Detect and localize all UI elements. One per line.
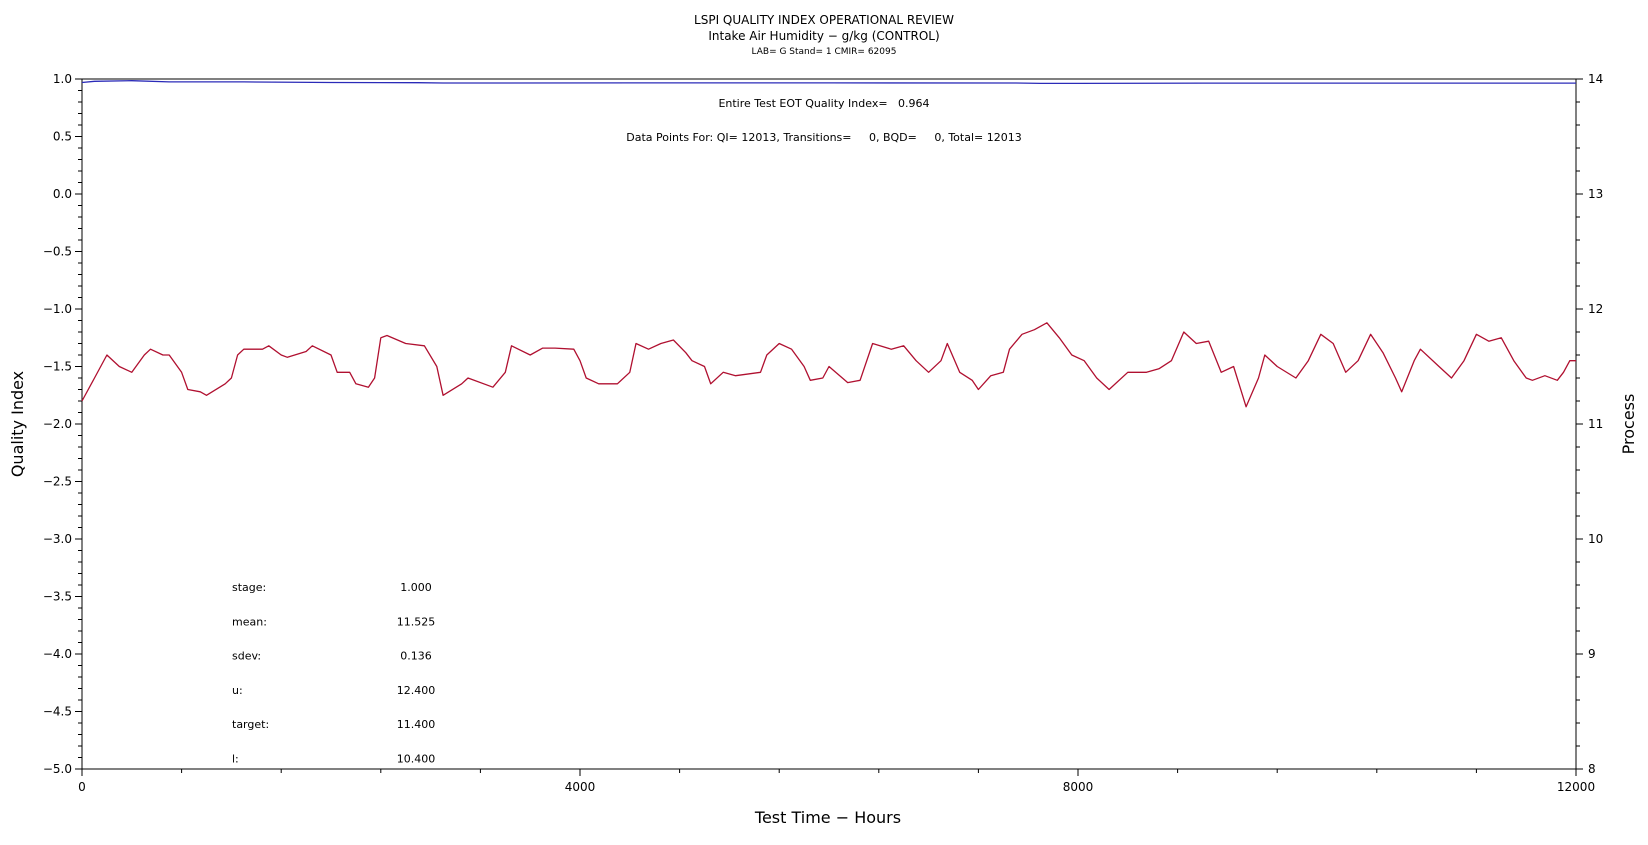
y-axis-left: 1.0 0.5 0.0 −0.5 −1.0 −1.5 −2.0 −2.5 −3.0 −3.5 −4.… (43, 72, 82, 776)
y-left-tick-label: −4.5 (43, 705, 72, 719)
y-left-tick-label: −5.0 (43, 762, 72, 776)
plot-frame (81, 78, 1577, 770)
chart-subsubtitle: LAB= G Stand= 1 CMIR= 62095 (752, 47, 897, 57)
stat-value: 11.400 (397, 718, 436, 731)
stat-value: 10.400 (397, 753, 436, 766)
y-axis-left-label: Quality Index (8, 371, 27, 477)
quality-index-series-line (81, 80, 1576, 85)
chart-title: LSPI QUALITY INDEX OPERATIONAL REVIEW (694, 13, 954, 27)
x-tick-label: 0 (78, 780, 86, 794)
stat-label: target: (232, 718, 269, 731)
stat-value: 12.400 (397, 684, 436, 697)
y-left-tick-label: 1.0 (53, 72, 72, 86)
y-right-tick-label: 14 (1588, 72, 1603, 86)
y-right-tick-label: 9 (1588, 647, 1596, 661)
y-left-tick-label: −3.0 (43, 532, 72, 546)
stat-label: l: (232, 753, 239, 766)
y-left-tick-label: −2.5 (43, 475, 72, 489)
y-left-tick-label: −1.5 (43, 360, 72, 374)
y-left-tick-label: −4.0 (43, 647, 72, 661)
stat-label: u: (232, 684, 243, 697)
y-left-tick-label: −3.5 (43, 590, 72, 604)
stat-label: sdev: (232, 650, 261, 663)
y-right-tick-label: 8 (1588, 762, 1596, 776)
series-layer (81, 80, 1576, 408)
y-left-tick-label: −2.0 (43, 417, 72, 431)
x-axis-label: Test Time − Hours (754, 808, 901, 827)
data-points-annotation: Data Points For: QI= 12013, Transitions=… (626, 131, 1021, 144)
x-tick-label: 4000 (565, 780, 596, 794)
y-axis-right: 14 13 12 11 10 9 8 (1576, 72, 1603, 776)
y-left-tick-label: 0.5 (53, 130, 72, 144)
y-axis-right-label: Process (1619, 394, 1638, 455)
x-tick-label: 8000 (1063, 780, 1094, 794)
y-right-tick-label: 13 (1588, 187, 1603, 201)
y-left-tick-label: −0.5 (43, 245, 72, 259)
stat-value: 11.525 (397, 615, 436, 628)
process-series-line (81, 322, 1576, 408)
y-right-tick-label: 10 (1588, 532, 1603, 546)
stat-label: mean: (232, 615, 267, 628)
y-right-tick-label: 12 (1588, 302, 1603, 316)
stat-value: 0.136 (400, 650, 432, 663)
y-left-tick-label: 0.0 (53, 187, 72, 201)
stat-value: 1.000 (400, 581, 432, 594)
chart-subtitle: Intake Air Humidity − g/kg (CONTROL) (708, 29, 939, 43)
y-left-tick-label: −1.0 (43, 302, 72, 316)
y-right-tick-label: 11 (1588, 417, 1603, 431)
stats-panel: stage: 1.000 mean: 11.525 sdev: 0.136 u: 12.400… (232, 581, 435, 766)
stat-label: stage: (232, 581, 266, 594)
x-tick-label: 12000 (1557, 780, 1595, 794)
eot-quality-index-annotation: Entire Test EOT Quality Index= 0.964 (718, 97, 929, 110)
x-axis: 0 4000 8000 12000 (78, 769, 1595, 794)
